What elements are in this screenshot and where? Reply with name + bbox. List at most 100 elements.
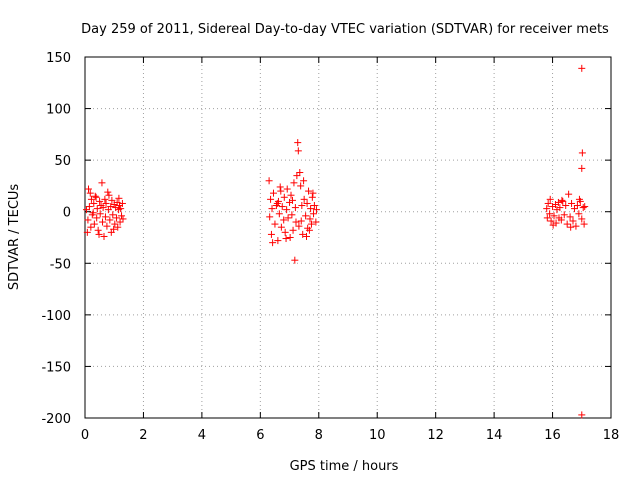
data-point — [549, 221, 557, 229]
data-point — [90, 220, 98, 228]
data-point — [269, 189, 277, 197]
data-point — [265, 177, 273, 185]
data-point — [278, 203, 286, 211]
data-point — [96, 197, 104, 205]
data-point — [572, 222, 580, 230]
data-point — [291, 204, 299, 212]
data-point — [107, 203, 115, 211]
data-point — [103, 222, 111, 230]
data-point — [309, 189, 317, 197]
data-point — [303, 199, 311, 207]
data-point — [104, 188, 112, 196]
data-point — [286, 234, 294, 241]
data-point — [556, 204, 564, 212]
data-point — [294, 139, 302, 147]
data-point — [275, 210, 283, 218]
data-point — [291, 256, 299, 264]
data-point — [569, 217, 577, 225]
x-tick-label: 10 — [369, 428, 386, 443]
data-point — [284, 214, 292, 222]
data-point — [119, 215, 127, 223]
data-point — [106, 216, 114, 224]
y-tick-label: 100 — [46, 103, 71, 118]
data-point — [578, 149, 586, 157]
y-tick-label: -100 — [41, 309, 71, 324]
data-point — [118, 212, 126, 220]
data-point — [86, 189, 94, 197]
data-point — [303, 232, 311, 240]
x-tick-label: 6 — [256, 428, 264, 443]
data-point — [273, 199, 281, 207]
data-point — [113, 214, 121, 222]
data-point — [562, 202, 570, 210]
data-point — [559, 197, 567, 205]
data-point — [554, 198, 562, 206]
data-point — [82, 206, 90, 214]
data-point — [296, 169, 304, 177]
data-point — [267, 195, 275, 203]
x-tick-label: 16 — [544, 428, 561, 443]
data-point — [101, 213, 109, 221]
x-tick-label: 8 — [315, 428, 323, 443]
data-point — [114, 223, 122, 231]
data-point — [90, 199, 98, 207]
data-point — [98, 179, 106, 187]
data-point — [312, 218, 320, 226]
data-point — [105, 191, 113, 199]
data-point — [110, 225, 118, 233]
data-point — [288, 196, 296, 204]
data-point — [575, 195, 583, 203]
y-tick-label: 50 — [54, 154, 71, 169]
data-point — [300, 177, 308, 185]
data-point — [281, 228, 289, 236]
data-point — [100, 232, 108, 240]
data-point — [567, 223, 575, 231]
data-point — [566, 213, 574, 221]
data-point — [116, 218, 124, 226]
data-point — [547, 217, 555, 225]
data-point — [578, 164, 586, 172]
data-point — [84, 216, 92, 224]
y-axis-label: SDTVAR / TECUs — [7, 184, 22, 291]
data-point — [578, 64, 586, 72]
data-point — [308, 193, 316, 201]
data-point — [117, 205, 125, 213]
data-point — [83, 228, 91, 236]
data-point — [306, 215, 314, 223]
data-point — [280, 193, 288, 201]
data-point — [108, 196, 116, 204]
data-point — [295, 222, 303, 230]
data-point — [85, 203, 93, 211]
data-point — [544, 199, 552, 207]
data-point — [85, 185, 93, 193]
data-point — [102, 199, 110, 207]
data-point — [101, 195, 109, 203]
data-point — [565, 190, 573, 198]
data-point — [288, 211, 296, 219]
data-point — [93, 205, 101, 213]
x-axis-ticks: 0 2 4 6 8 10 12 14 16 18 — [81, 57, 619, 443]
data-point — [543, 205, 551, 213]
y-tick-label: 150 — [46, 51, 71, 66]
data-point — [310, 210, 318, 218]
data-point — [87, 223, 95, 231]
data-point — [298, 202, 306, 210]
x-tick-label: 2 — [139, 428, 147, 443]
data-point — [283, 206, 291, 214]
data-point — [312, 206, 320, 214]
data-point — [283, 185, 291, 193]
data-point — [93, 214, 101, 222]
data-point — [307, 205, 315, 213]
data-point — [268, 205, 276, 213]
data-point — [267, 230, 275, 238]
data-point — [96, 210, 104, 218]
data-point — [95, 230, 103, 238]
data-point — [299, 230, 307, 238]
data-point — [558, 196, 566, 204]
data-point — [87, 195, 95, 203]
data-point — [297, 182, 305, 190]
data-point — [271, 220, 279, 228]
data-point — [550, 212, 558, 220]
data-points — [82, 64, 589, 419]
data-point — [99, 204, 107, 212]
